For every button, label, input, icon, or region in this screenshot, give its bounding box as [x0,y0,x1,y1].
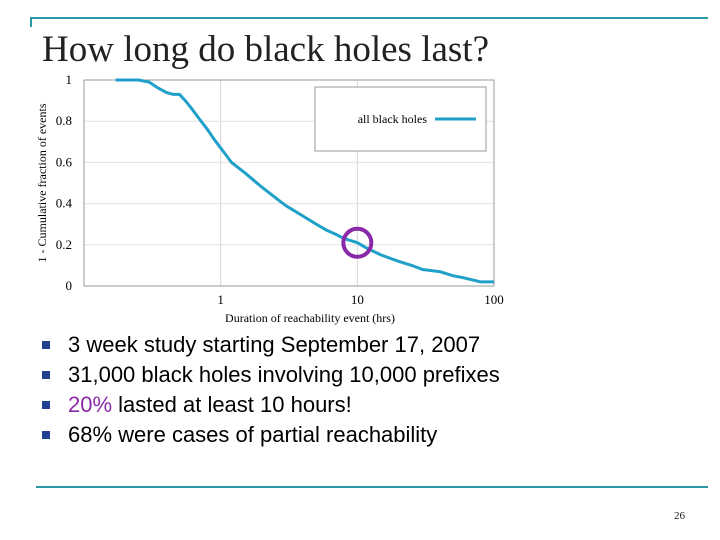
y-tick-label: 0 [66,278,73,293]
y-axis-label: 1 - Cumulative fraction of events [35,103,49,262]
y-tick-label: 1 [66,72,73,87]
top-rule-tick [30,17,32,27]
series-line-all-black-holes [115,78,494,284]
y-tick-label: 0.8 [56,113,72,128]
x-tick-label: 1 [217,292,224,307]
square-bullet-icon [42,431,50,439]
y-tick-label: 0.2 [56,237,72,252]
square-bullet-icon [42,341,50,349]
legend: all black holes [314,86,487,152]
bullet-text: 31,000 black holes involving 10,000 pref… [68,362,500,387]
highlight-circle-annotation [341,226,374,259]
x-tick-label: 10 [351,292,364,307]
x-tick-label: 100 [484,292,504,307]
bullet-text: 20% lasted at least 10 hours! [68,390,352,420]
page-number: 26 [674,510,685,522]
tick-labels: 1 10 100 0 0.2 0.4 0.6 0.8 1 [56,72,504,307]
plot-frame [83,79,495,287]
square-bullet-icon [42,371,50,379]
bottom-rule [36,486,708,488]
bullet-text: 3 week study starting September 17, 2007 [68,332,481,357]
slide-title: How long do black holes last? [42,29,489,70]
legend-box [314,86,487,152]
top-rule [30,17,708,19]
legend-label: all black holes [358,112,428,126]
y-tick-label: 0.4 [56,196,73,211]
square-bullet-icon [42,401,50,409]
x-axis-label: Duration of reachability event (hrs) [225,311,395,325]
bullet-highlight: 20% [68,392,113,417]
bullet-text-rest: lasted at least 10 hours! [112,392,352,417]
cdf-chart: 1 10 100 0 0.2 0.4 0.6 0.8 1 1 - Cumulative frac… [35,72,504,325]
bullet-text: 68% were cases of partial reachability [68,422,438,447]
y-tick-label: 0.6 [56,154,73,169]
